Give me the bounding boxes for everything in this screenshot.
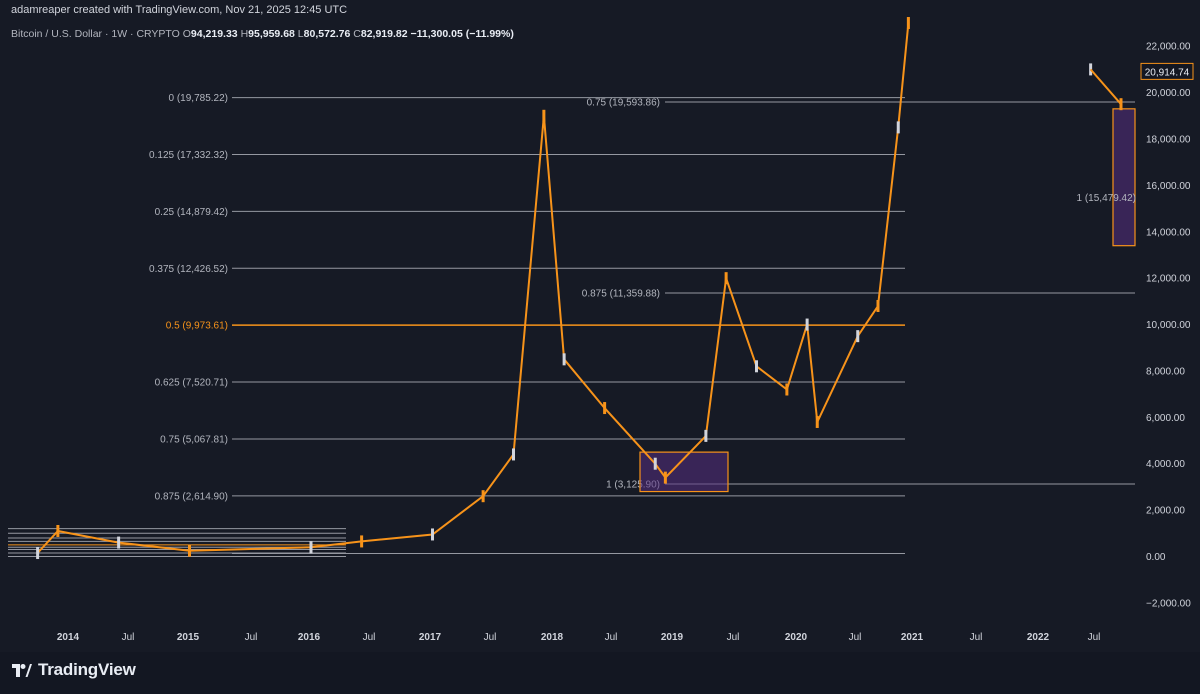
top-bar: adamreaper created with TradingView.com,… (0, 0, 1200, 22)
fib-level-label: 0.25 (14,879.42) (155, 207, 228, 218)
x-tick-label: Jul (605, 632, 618, 643)
y-tick-label: 12,000.00 (1146, 274, 1191, 285)
fib-level-label: 0.875 (11,359.88) (582, 289, 660, 300)
y-tick-label: 20,000.00 (1146, 88, 1191, 99)
y-tick-label: 18,000.00 (1146, 134, 1191, 145)
fib-level-label: 0.75 (5,067.81) (160, 434, 228, 445)
x-tick-label: Jul (122, 632, 135, 643)
high-value: 95,959.68 (248, 28, 295, 40)
open-value: 94,219.33 (190, 28, 238, 40)
fib-level-label: 0 (19,785.22) (169, 93, 229, 104)
y-tick-label: 10,000.00 (1146, 320, 1191, 331)
footer-bar (0, 652, 1200, 694)
price-candle (360, 535, 364, 548)
x-tick-label: 2021 (901, 632, 924, 643)
price-candle (512, 448, 515, 461)
price-candle (117, 536, 121, 549)
x-tick-label: 2017 (419, 632, 442, 643)
price-candle (56, 524, 60, 537)
y-tick-label: 4,000.00 (1146, 459, 1185, 470)
low-label: L (297, 28, 304, 40)
y-tick-label: 16,000.00 (1146, 181, 1191, 192)
price-candle (36, 547, 40, 560)
price-candle (309, 541, 313, 554)
fib-level-label: 1 (3,125.90) (606, 479, 660, 490)
x-tick-label: Jul (970, 632, 983, 643)
high-label: H (240, 28, 249, 40)
tradingview-logo[interactable]: TradingView (12, 660, 136, 680)
price-candle (856, 330, 860, 343)
price-chart[interactable]: −2,000.00 0.00 2,000.00 4,000.00 6,000.00 8,0… (0, 0, 1200, 652)
price-candle (755, 360, 758, 373)
x-tick-label: Jul (727, 632, 740, 643)
box-2022-label: 1 (15,479.42) (1077, 193, 1137, 204)
y-tick-label: −2,000.00 (1146, 598, 1191, 609)
price-candle (815, 415, 819, 428)
y-tick-label: 22,000.00 (1146, 42, 1191, 53)
y-tick-label: 8,000.00 (1146, 366, 1185, 377)
close-value: 82,919.82 (360, 28, 408, 40)
x-tick-label: 2015 (177, 632, 200, 643)
low-value: 80,572.76 (303, 28, 351, 40)
symbol-legend: Bitcoin / U.S. Dollar · 1W · CRYPTO O94,… (11, 28, 514, 40)
x-tick-label: 2014 (57, 632, 80, 643)
y-tick-label: 2,000.00 (1146, 506, 1185, 517)
price-candle (653, 457, 657, 470)
x-tick-label: 2022 (1027, 632, 1050, 643)
tradingview-logo-icon (12, 663, 32, 677)
price-candle (562, 353, 566, 366)
price-candle (805, 318, 809, 331)
price-series-line (36, 22, 910, 554)
symbol-name[interactable]: Bitcoin / U.S. Dollar · 1W · CRYPTO (11, 28, 180, 40)
credit-text: adamreaper created with TradingView.com,… (11, 4, 348, 16)
price-candle (603, 402, 607, 415)
x-tick-label: 2019 (661, 632, 684, 643)
fib-level-label: 0.75 (19,593.86) (587, 98, 660, 109)
accumulation-box-2022 (1112, 108, 1136, 247)
x-tick-label: 2018 (541, 632, 564, 643)
price-candle (481, 490, 485, 503)
price-series-line-2022 (1089, 68, 1122, 105)
tradingview-logo-text: TradingView (38, 660, 136, 679)
price-candle (431, 528, 434, 541)
x-tick-label: Jul (484, 632, 497, 643)
y-tick-label: 0.00 (1146, 552, 1166, 563)
change-value: −11,300.05 (−11.99%) (410, 28, 514, 40)
price-candle (188, 544, 191, 557)
close-label: C (353, 28, 361, 40)
price-candle (704, 429, 708, 442)
price-candle (906, 17, 910, 30)
x-tick-label: Jul (363, 632, 376, 643)
fib-level-label: 0.125 (17,332.32) (149, 150, 228, 161)
open-label: O (182, 28, 191, 40)
fib-level-label: 0.5 (9,973.61) (166, 321, 228, 332)
x-tick-label: 2020 (785, 632, 808, 643)
price-candle (542, 109, 546, 122)
price-candle (876, 299, 880, 312)
fib-level-label: 0.875 (2,614.90) (155, 491, 228, 502)
x-tick-label: Jul (245, 632, 258, 643)
x-tick-label: Jul (849, 632, 862, 643)
price-candle (663, 471, 667, 484)
x-tick-label: 2016 (298, 632, 321, 643)
fib-level-label: 0.625 (7,520.71) (155, 378, 228, 389)
price-candle (785, 383, 789, 396)
price-candle (724, 272, 728, 285)
fib-level-label: 0.375 (12,426.52) (149, 264, 228, 275)
y-tick-label: 14,000.00 (1146, 227, 1191, 238)
price-candle (896, 121, 900, 134)
x-tick-label: Jul (1088, 632, 1101, 643)
price-tag-label: 20,914.74 (1145, 67, 1190, 78)
price-tag-box (1140, 62, 1194, 80)
y-tick-label: 6,000.00 (1146, 413, 1185, 424)
